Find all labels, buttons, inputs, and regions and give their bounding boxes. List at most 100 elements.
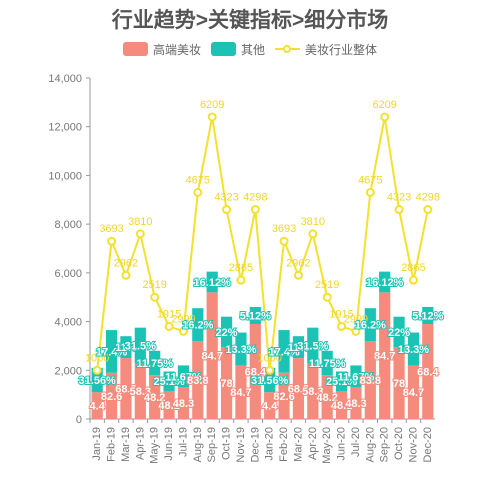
line-point <box>308 229 318 239</box>
line-point <box>250 205 260 215</box>
bar-other <box>177 365 190 388</box>
data-label-other: 11.67% <box>338 371 375 383</box>
data-label-premium: 58.3 <box>130 386 151 398</box>
data-label-premium: 4.4 <box>262 401 278 413</box>
x-tick-label: Apr-20 <box>307 427 319 460</box>
data-label-industry: 4298 <box>243 192 267 204</box>
legend-label-other: 其他 <box>240 42 265 57</box>
x-tick-label: Nov-19 <box>235 427 247 462</box>
x-tick-label: Apr-19 <box>134 427 146 460</box>
line-point <box>135 229 145 239</box>
x-tick-label: Jul-19 <box>177 427 189 457</box>
x-tick-label: May-19 <box>149 427 161 464</box>
line-point <box>279 236 289 246</box>
data-label-premium: 68.4 <box>417 367 439 379</box>
bar-premium <box>91 392 103 419</box>
data-label-other: 11% <box>288 342 310 354</box>
line-point <box>107 236 117 246</box>
data-label-industry: 2865 <box>401 262 425 274</box>
legend-item-other[interactable]: 其他 <box>210 41 265 58</box>
y-tick-label: 0 <box>76 414 82 426</box>
legend-item-premium[interactable]: 高端美妆 <box>122 41 201 58</box>
data-label-other: 25.1% <box>326 376 357 388</box>
line-point <box>380 112 390 122</box>
x-tick-label: Nov-20 <box>407 427 419 462</box>
bar-premium <box>364 341 376 419</box>
bar-premium <box>422 324 434 419</box>
data-label-premium: 48.2 <box>144 392 165 404</box>
data-label-premium: 78 <box>393 378 405 390</box>
bar-other <box>379 271 391 293</box>
bar-premium <box>335 390 348 419</box>
data-label-other: 31.5% <box>297 340 328 352</box>
legend-item-industry[interactable]: 美妆行业整体 <box>275 41 377 58</box>
line-point <box>365 187 375 197</box>
data-label-other: 31.5% <box>125 340 156 352</box>
data-label-industry: 2999 <box>344 313 368 325</box>
bar-premium <box>120 358 132 419</box>
data-label-premium: 84.7 <box>201 351 222 363</box>
bar-premium <box>105 372 118 419</box>
line-point <box>150 292 160 302</box>
bar-premium <box>206 292 218 419</box>
line-point <box>351 326 361 336</box>
data-label-other: 22% <box>216 327 238 339</box>
data-label-other: 11.75% <box>136 358 173 370</box>
bar-premium <box>163 390 175 419</box>
data-label-premium: 82.6 <box>273 391 294 403</box>
data-label-industry: 3810 <box>301 216 325 228</box>
line-point <box>236 275 246 285</box>
bar-other <box>120 336 132 359</box>
line-point <box>408 275 418 285</box>
x-tick-label: Aug-19 <box>192 427 204 462</box>
bar-other <box>364 308 376 342</box>
data-label-industry: 3693 <box>272 223 296 235</box>
data-label-other: 17.4% <box>268 346 299 358</box>
legend-swatch-industry <box>275 42 300 56</box>
bar-other <box>278 330 290 373</box>
data-label-premium: 78 <box>220 378 232 390</box>
data-label-premium: 48.1 <box>158 400 179 412</box>
data-label-premium: 48.2 <box>316 392 337 404</box>
y-tick-label: 14,000 <box>48 73 82 85</box>
bar-other <box>163 371 175 391</box>
x-tick-label: Mar-20 <box>292 427 304 462</box>
data-label-other: 13.3% <box>225 344 256 356</box>
y-tick-label: 4,000 <box>54 317 82 329</box>
legend-label-industry: 美妆行业整体 <box>305 42 378 57</box>
bar-other <box>192 308 204 342</box>
data-label-premium: 84.7 <box>374 351 395 363</box>
data-label-other: 5.12% <box>412 310 443 322</box>
data-label-premium: 83.8 <box>187 375 208 387</box>
bar-premium <box>149 375 161 419</box>
line-point <box>164 321 174 331</box>
line-point <box>92 365 102 375</box>
x-tick-label: Sep-20 <box>379 427 391 462</box>
bar-other <box>393 316 405 348</box>
data-label-industry: 2865 <box>229 262 253 274</box>
line-point <box>265 365 275 375</box>
bar-premium <box>177 387 190 419</box>
y-tick-label: 10,000 <box>48 170 82 182</box>
data-label-premium: 68.3 <box>115 384 136 396</box>
bar-other <box>307 327 319 363</box>
bar-other <box>220 316 233 348</box>
data-label-industry: 4323 <box>387 192 411 204</box>
data-label-premium: 68.3 <box>288 384 309 396</box>
data-label-industry: 4675 <box>358 174 382 186</box>
bar-premium <box>235 365 247 419</box>
bar-premium <box>220 347 233 419</box>
data-label-premium: 48.3 <box>345 398 366 410</box>
data-label-industry: 4323 <box>214 192 238 204</box>
data-label-premium: 82.6 <box>101 391 122 403</box>
y-tick-label: 8,000 <box>54 219 82 231</box>
data-label-industry: 3693 <box>99 223 123 235</box>
bar-premium <box>278 372 290 419</box>
line-point <box>178 326 188 336</box>
data-label-industry: 1915 <box>329 308 353 320</box>
x-tick-label: Dec-19 <box>249 427 261 462</box>
x-tick-label: Jun-20 <box>336 427 348 461</box>
data-label-industry: 1000 <box>85 352 109 364</box>
bar-premium <box>249 324 261 419</box>
